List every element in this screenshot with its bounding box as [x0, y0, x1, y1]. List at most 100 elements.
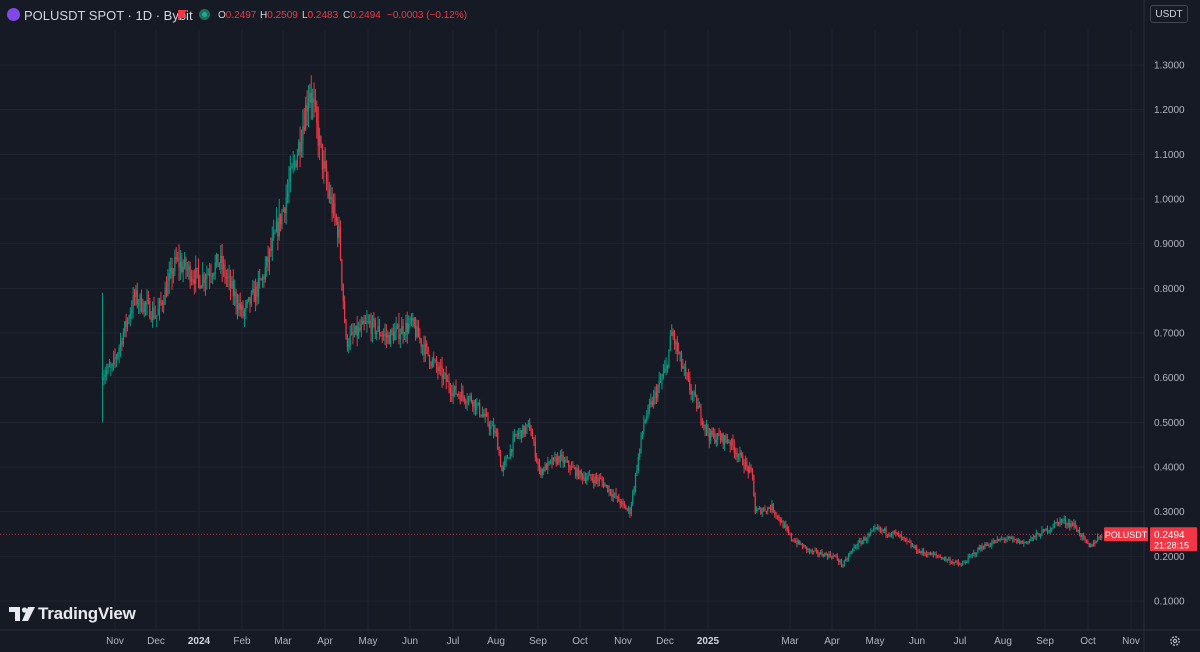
- candle-body: [685, 367, 687, 374]
- candle-body: [274, 231, 276, 233]
- candle-body: [515, 434, 517, 436]
- candle-body: [338, 226, 340, 238]
- candle-body: [217, 253, 219, 267]
- candle-body: [765, 510, 767, 512]
- candle-body: [423, 345, 425, 355]
- candle-body: [760, 508, 762, 514]
- candle-body: [657, 387, 659, 399]
- candle-body: [996, 538, 998, 541]
- currency-selector[interactable]: USDT: [1150, 5, 1188, 23]
- candle-body: [540, 468, 542, 475]
- candle-body: [153, 307, 155, 318]
- candle-body: [853, 546, 855, 549]
- candle-body: [680, 352, 683, 367]
- candle-body: [157, 308, 159, 316]
- candle-body: [1056, 521, 1058, 523]
- candle-body: [754, 496, 756, 513]
- candle-body: [700, 407, 702, 421]
- candle-body: [426, 343, 428, 347]
- candle-body: [704, 424, 706, 429]
- candle-body: [114, 357, 116, 359]
- candle-body: [440, 366, 442, 368]
- candle-body: [1088, 543, 1090, 547]
- candle-body: [300, 143, 303, 152]
- candle-body: [104, 374, 106, 377]
- candle-body: [924, 553, 926, 555]
- candle-body: [999, 538, 1001, 541]
- x-tick-label: Nov: [614, 636, 632, 647]
- candle-body: [836, 556, 838, 560]
- candle-body: [737, 455, 740, 457]
- candle-body: [401, 326, 403, 335]
- candle-body: [342, 284, 344, 302]
- candle-body: [254, 286, 257, 302]
- candle-body: [391, 330, 393, 333]
- candle-body: [334, 202, 336, 217]
- candle-body: [459, 395, 461, 401]
- candle-body: [625, 505, 627, 510]
- candle-body: [653, 395, 655, 406]
- candle-body: [561, 454, 563, 457]
- candle-body: [341, 259, 343, 285]
- candle-body: [782, 520, 784, 528]
- candle-body: [316, 106, 318, 123]
- candle-body: [263, 277, 265, 280]
- candle-body: [381, 335, 383, 337]
- candle-body: [735, 453, 737, 455]
- candle-body: [286, 190, 289, 198]
- candle-body: [1024, 542, 1026, 544]
- candle-body: [929, 552, 932, 556]
- candle-body: [792, 539, 794, 541]
- candle-body: [854, 546, 857, 548]
- y-tick-label: 0.6000: [1154, 373, 1185, 384]
- candle-body: [632, 492, 634, 505]
- candle-body: [344, 301, 346, 323]
- candle-body: [348, 344, 350, 348]
- candle-body: [1058, 521, 1060, 525]
- candle-body: [345, 322, 347, 337]
- candle-body: [356, 325, 358, 337]
- candle-body: [647, 406, 649, 417]
- candle-body: [801, 544, 804, 548]
- candle-body: [188, 265, 190, 270]
- candle-body: [179, 261, 182, 268]
- candle-body: [1023, 542, 1025, 544]
- candle-body: [775, 513, 777, 516]
- candle-body: [863, 537, 865, 541]
- candle-body: [467, 397, 470, 402]
- candle-body: [490, 425, 492, 430]
- candle-body: [690, 389, 692, 395]
- candle-body: [282, 208, 285, 212]
- candle-body: [1041, 529, 1043, 536]
- candle-body: [697, 405, 699, 409]
- candle-body: [359, 328, 361, 331]
- candle-body: [705, 425, 708, 429]
- candle-body: [285, 197, 287, 214]
- candle-body: [231, 280, 233, 288]
- tradingview-logo-icon[interactable]: [8, 603, 38, 627]
- candle-body: [224, 264, 226, 278]
- tradingview-logo-text[interactable]: TradingView: [38, 604, 136, 623]
- candle-body: [357, 328, 360, 337]
- symbol-title[interactable]: POLUSDT SPOT · 1D · Bybit: [24, 8, 193, 23]
- flag-icon[interactable]: [178, 10, 188, 20]
- candle-body: [111, 364, 113, 367]
- candle-body: [280, 213, 282, 225]
- x-tick-label: Sep: [1036, 636, 1054, 647]
- candle-body: [850, 551, 852, 554]
- candle-body: [324, 161, 326, 169]
- y-tick-label: 0.5000: [1154, 418, 1185, 429]
- candle-body: [1063, 519, 1065, 521]
- candle-body: [879, 527, 882, 531]
- x-tick-label: Jun: [909, 636, 925, 647]
- candle-body: [839, 560, 841, 563]
- gear-icon[interactable]: [1168, 634, 1182, 648]
- candle-body: [497, 432, 499, 450]
- candle-body: [207, 273, 209, 275]
- candle-body: [234, 291, 236, 297]
- candle-body: [1046, 528, 1049, 533]
- candle-body: [185, 258, 187, 270]
- candle-body: [849, 553, 851, 556]
- candle-body: [1000, 538, 1003, 540]
